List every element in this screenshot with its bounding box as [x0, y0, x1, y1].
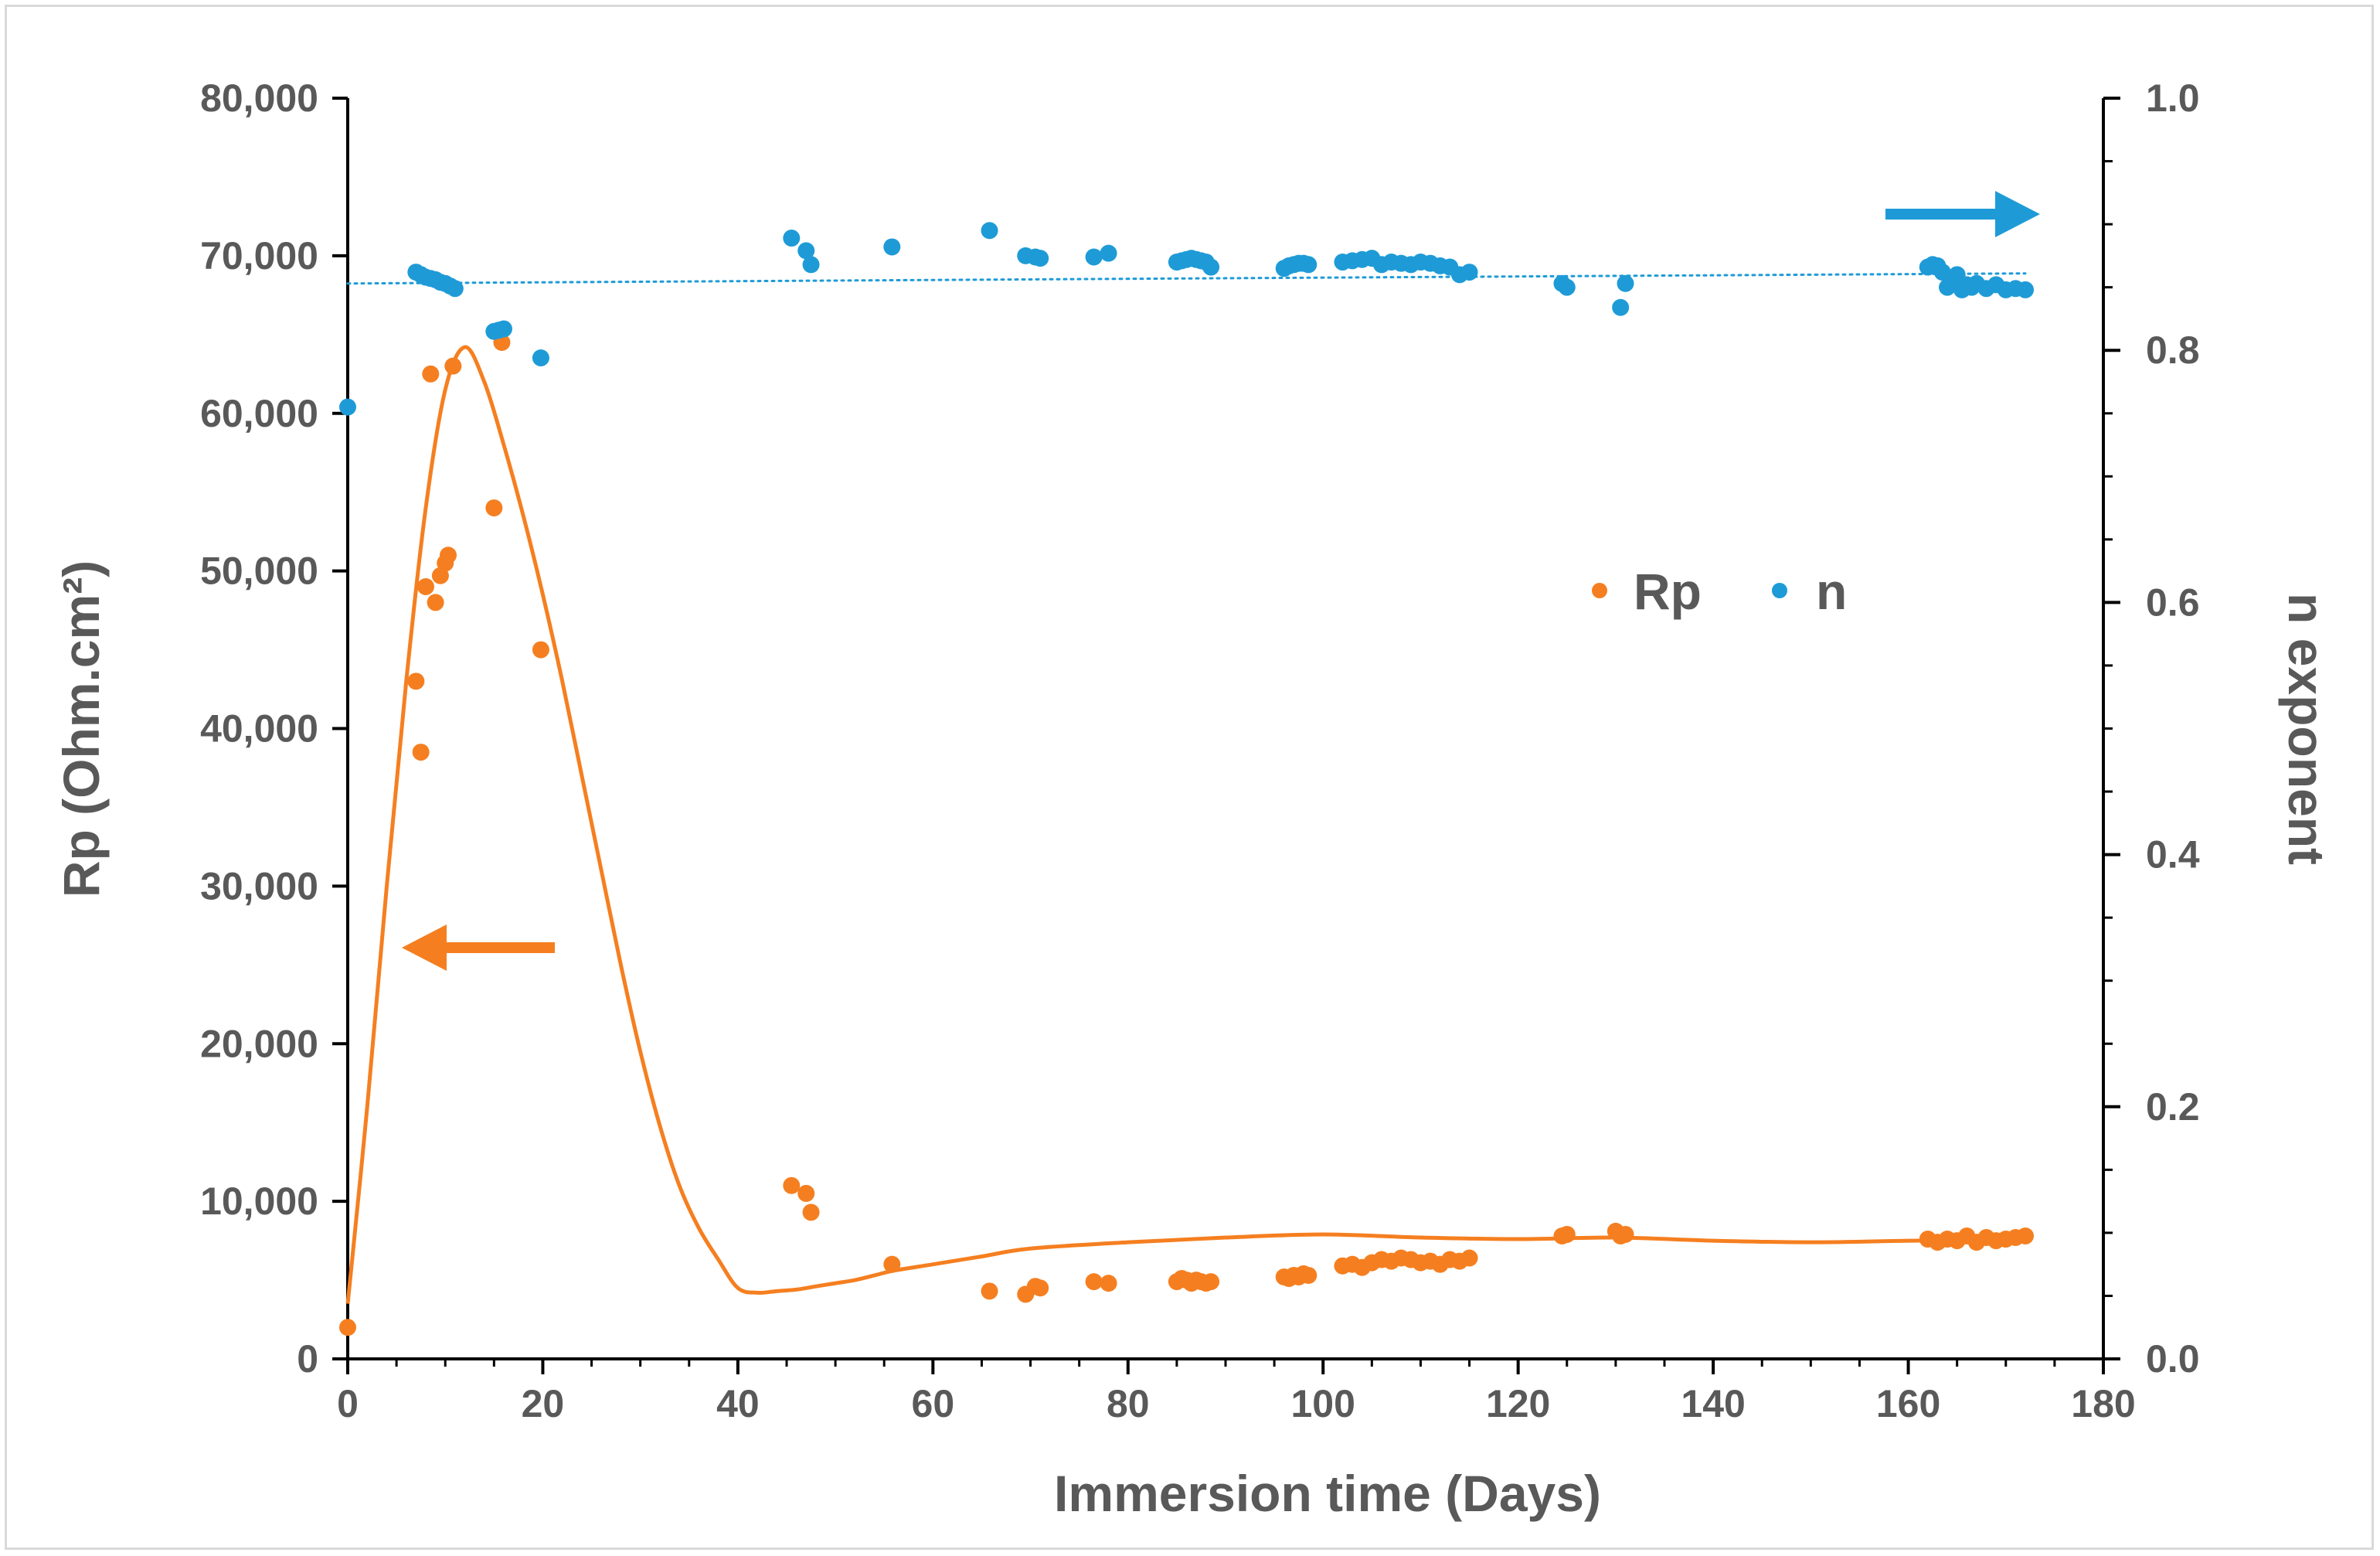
n-point: [1558, 278, 1576, 296]
y2-tick-label: 0.4: [2146, 833, 2200, 877]
n-point: [802, 256, 820, 274]
rp-point: [427, 594, 444, 611]
rp-trend-line: [345, 345, 2026, 1304]
n-point: [495, 320, 512, 338]
y-tick-label: 30,000: [200, 864, 318, 907]
y2-tick-label: 0.2: [2146, 1085, 2200, 1129]
legend: Rp n: [1592, 563, 1847, 620]
annotations: [402, 191, 2040, 971]
rp-point: [981, 1282, 998, 1300]
rp-point: [1300, 1266, 1318, 1284]
x-tick-label: 180: [2071, 1382, 2135, 1425]
x-tick-label: 20: [522, 1382, 565, 1425]
rp-point: [797, 1184, 815, 1202]
rp-point: [1460, 1249, 1478, 1267]
y-tick-label: 10,000: [200, 1180, 318, 1223]
x-tick-label: 60: [912, 1382, 955, 1425]
n-trend-line: [346, 272, 2027, 285]
rp-point: [422, 365, 440, 383]
x-tick-label: 160: [1876, 1382, 1940, 1425]
rp-point: [783, 1176, 801, 1194]
n-point: [339, 398, 356, 416]
y-tick-label: 60,000: [200, 392, 318, 435]
n-point: [446, 280, 464, 298]
y2-tick-label: 0.8: [2146, 329, 2200, 372]
rp-point: [2017, 1227, 2035, 1244]
rp-point: [1085, 1273, 1103, 1291]
rp-axis-arrow-head: [402, 924, 447, 971]
n-point: [1617, 274, 1634, 292]
rp-point: [485, 499, 503, 517]
n-point: [1100, 244, 1117, 262]
legend-label-n: n: [1816, 563, 1847, 620]
n-point: [2017, 281, 2035, 298]
rp-point: [1202, 1273, 1220, 1291]
x-tick-label: 80: [1107, 1382, 1150, 1425]
rp-point: [532, 641, 549, 659]
n-point: [1085, 248, 1103, 266]
y-tick-label: 0: [297, 1337, 318, 1381]
y-tick-label: 20,000: [200, 1022, 318, 1065]
legend-marker-rp: [1592, 583, 1607, 598]
legend-marker-n: [1772, 583, 1787, 598]
n-point: [883, 238, 901, 256]
n-point: [532, 349, 549, 366]
x-tick-label: 120: [1486, 1382, 1550, 1425]
x-axis-title: Immersion time (Days): [1054, 1465, 1601, 1522]
rp-point: [412, 744, 430, 761]
y2-tick-label: 0.0: [2146, 1337, 2200, 1381]
y2-axis-title: n exponent: [2278, 593, 2335, 865]
n-point: [797, 242, 815, 260]
rp-point: [1032, 1279, 1049, 1297]
y2-tick-label: 1.0: [2146, 77, 2200, 120]
n-point: [1612, 298, 1630, 316]
rp-point: [883, 1255, 901, 1273]
rp-point: [416, 578, 434, 596]
n-point: [783, 230, 801, 247]
n-point: [1460, 264, 1478, 281]
n-point: [1202, 258, 1220, 276]
axes: 0 20 40 60 80 100 120 140 160 180 0 10,000 20,000 30,…: [200, 77, 2200, 1425]
rp-point: [440, 546, 457, 564]
rp-point: [1558, 1225, 1576, 1243]
rp-point: [1617, 1225, 1634, 1243]
n-point: [1032, 250, 1049, 267]
y-tick-label: 50,000: [200, 550, 318, 593]
n-axis-arrow-head: [1995, 191, 2040, 237]
y-tick-label: 70,000: [200, 234, 318, 277]
x-tick-label: 40: [716, 1382, 760, 1425]
y-tick-label: 80,000: [200, 77, 318, 120]
n-point: [1300, 256, 1318, 274]
x-tick-label: 140: [1681, 1382, 1745, 1425]
data-points: [339, 222, 2035, 1336]
y-tick-label: 40,000: [200, 707, 318, 751]
x-tick-label: 100: [1291, 1382, 1355, 1425]
rp-point: [1100, 1275, 1117, 1292]
x-tick-label: 0: [337, 1382, 359, 1425]
y2-tick-label: 0.6: [2146, 581, 2200, 624]
rp-point: [802, 1204, 820, 1221]
rp-point: [444, 357, 462, 375]
n-point: [981, 222, 998, 240]
legend-label-rp: Rp: [1634, 563, 1702, 620]
y-axis-title: Rp (Ohm.cm²): [53, 560, 110, 897]
rp-point: [339, 1319, 356, 1336]
fit-curves: [345, 272, 2027, 1304]
rp-point: [407, 672, 425, 690]
